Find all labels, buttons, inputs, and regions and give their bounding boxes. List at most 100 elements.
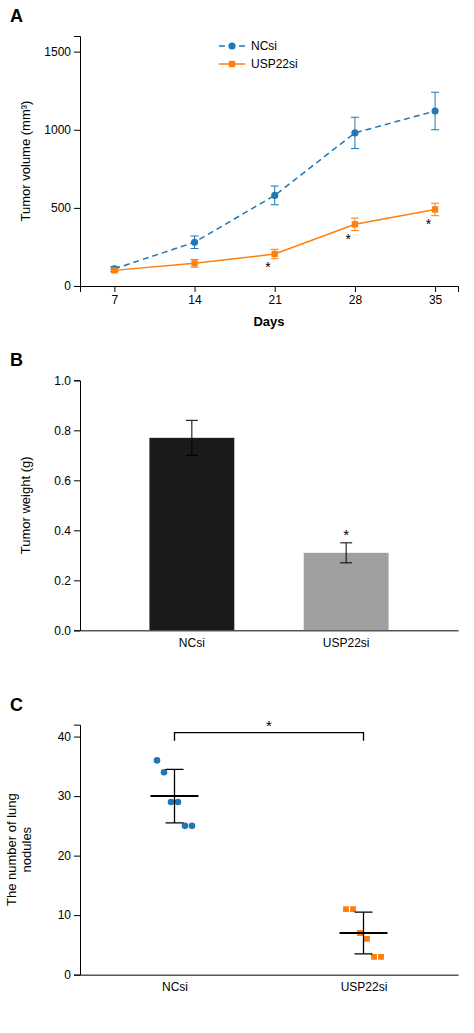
legend: NCsi USP22si <box>219 39 298 71</box>
tick-label: 500 <box>51 201 71 215</box>
tick: 0 <box>64 968 80 982</box>
error-bar <box>351 218 359 231</box>
y-axis-label: The number of lungnodules <box>4 793 34 906</box>
tick: 21 <box>269 286 283 307</box>
point <box>378 954 384 960</box>
annotation: * <box>345 231 351 247</box>
y-axis-label: Tumor volume (mm³) <box>18 101 33 222</box>
tick-mark <box>74 737 80 738</box>
tick-mark <box>74 975 80 976</box>
legend-label: NCsi <box>251 39 277 53</box>
annotation: * <box>343 526 349 543</box>
error-bar <box>186 420 198 455</box>
y-axis: 010203040 <box>58 725 81 982</box>
tick: 7 <box>112 286 119 307</box>
plot-area <box>149 420 388 630</box>
tick-label: NCsi <box>162 980 188 994</box>
tick-mark <box>74 480 80 481</box>
marker <box>352 221 358 227</box>
tick: USP22si <box>323 636 370 650</box>
marker <box>272 251 278 257</box>
tick-mark <box>355 286 356 292</box>
tick-mark <box>74 796 80 797</box>
tick-label: USP22si <box>323 636 370 650</box>
legend-marker <box>228 42 235 49</box>
tick-mark <box>74 580 80 581</box>
y-axis: 0.00.20.40.60.81.0 <box>54 374 80 638</box>
point <box>189 823 196 830</box>
bar <box>149 438 234 631</box>
error-bar <box>271 249 279 258</box>
marker <box>271 192 278 199</box>
point <box>182 823 189 830</box>
tick-mark <box>74 208 80 209</box>
tick-label: 0 <box>64 279 71 293</box>
tick-label: 0.0 <box>54 624 71 638</box>
tick: 0 <box>64 279 80 293</box>
x-axis-label: Days <box>253 314 284 329</box>
tick: 30 <box>58 789 80 803</box>
tick-label: 7 <box>112 293 119 307</box>
marker <box>351 129 358 136</box>
error-bar <box>191 259 199 267</box>
axis-line <box>74 37 81 287</box>
tick-label: 35 <box>429 293 443 307</box>
tick-label: 1500 <box>44 45 71 59</box>
tick: 0.6 <box>54 474 80 488</box>
tick: 10 <box>58 908 80 922</box>
tick: 14 <box>188 286 202 307</box>
marker <box>432 206 438 212</box>
error-bar <box>431 92 439 130</box>
bar <box>304 553 389 630</box>
x-axis: NCsiUSP22si <box>81 631 459 650</box>
error-bar <box>355 912 373 954</box>
significance-bracket <box>175 733 364 741</box>
annotation: * <box>265 259 271 275</box>
tick-label: 30 <box>58 789 72 803</box>
axis-line <box>81 975 459 976</box>
tick-label: 10 <box>58 908 72 922</box>
error-bar <box>191 236 199 249</box>
tick: 35 <box>429 286 443 307</box>
panel: 7 14 21 28 35 Days 0 500 1000 1500 Tumor volume (m… <box>10 6 459 329</box>
tick-mark <box>74 130 80 131</box>
plot-area <box>151 757 388 960</box>
tick-label: USP22si <box>341 980 388 994</box>
series-line <box>114 209 435 270</box>
tick: 0.2 <box>54 574 80 588</box>
tick: 1000 <box>44 123 80 137</box>
tick-mark <box>435 286 436 292</box>
series-line <box>114 111 435 269</box>
panel-title: C <box>10 695 23 715</box>
tick: 28 <box>349 286 363 307</box>
tick-mark <box>74 430 80 431</box>
panel-title: A <box>10 6 23 26</box>
figure: 7 14 21 28 35 Days 0 500 1000 1500 Tumor volume (m… <box>0 0 474 1033</box>
tick-mark <box>74 915 80 916</box>
tick: 20 <box>58 849 80 863</box>
axis-line <box>81 287 459 293</box>
point <box>364 936 370 942</box>
x-axis: NCsi USP22si <box>81 975 459 994</box>
annotation: * <box>426 216 432 232</box>
tick: 1.0 <box>54 374 80 388</box>
annotation: * <box>266 717 272 734</box>
tick-label: 0.2 <box>54 574 71 588</box>
legend-item: USP22si <box>219 57 298 71</box>
tick-mark <box>195 286 196 292</box>
point <box>175 799 182 806</box>
tick-label: 14 <box>188 293 202 307</box>
error-bar <box>351 117 359 148</box>
tick-mark <box>275 286 276 292</box>
error-bar <box>166 769 184 823</box>
tick-label: 20 <box>58 849 72 863</box>
legend-label: USP22si <box>251 57 298 71</box>
error-bar <box>340 543 352 563</box>
tick-mark <box>74 630 80 631</box>
error-bar <box>271 186 279 205</box>
axis-line <box>74 381 81 631</box>
tick-label: 1000 <box>44 123 71 137</box>
tick: USP22si <box>341 980 388 994</box>
axis-line <box>81 630 459 631</box>
tick-label: 0.8 <box>54 424 71 438</box>
